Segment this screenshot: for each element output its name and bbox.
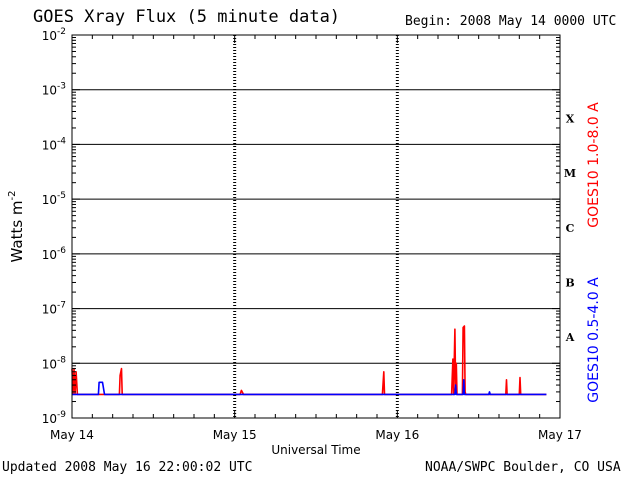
y-tick-label: 10-8 [42,355,67,371]
x-tick-label: May 17 [538,428,582,442]
legend-label: GOES10 1.0-8.0 A [586,102,602,228]
y-tick-label: 10-3 [42,82,66,98]
series-line [72,378,547,396]
begin-time-label: Begin: 2008 May 14 0000 UTC [405,14,617,29]
axis-ticks [71,35,561,419]
legend-label: GOES10 0.5-4.0 A [586,277,602,403]
x-tick-label: May 14 [50,428,94,442]
flare-class-C: C [566,222,575,235]
x-axis-title: Universal Time [271,443,360,457]
y-tick-label: 10-6 [42,246,67,262]
updated-timestamp: Updated 2008 May 16 22:00:02 UTC [2,460,253,475]
data-series [71,325,547,396]
flare-class-X: X [566,112,575,125]
y-tick-label: 10-7 [42,301,66,317]
series-line [71,325,547,396]
flare-class-M: M [564,167,576,180]
x-tick-label: May 15 [213,428,257,442]
axis-labels: May 14 May 15 May 16 May 17 10-9 10-8 10-7 10-6… [7,27,602,457]
flare-class-A: A [565,331,575,344]
y-tick-label: 10-9 [42,410,67,426]
plot-frame [71,34,561,419]
credit-label: NOAA/SWPC Boulder, CO USA [425,460,621,475]
y-tick-label: 10-2 [42,27,66,43]
y-axis-title: Watts m-2 [7,190,26,262]
gridlines [72,89,560,364]
flare-class-B: B [565,276,574,289]
y-tick-label: 10-4 [42,136,67,152]
y-tick-label: 10-5 [42,191,66,207]
x-tick-label: May 16 [375,428,419,442]
chart-title: GOES Xray Flux (5 minute data) [33,7,341,27]
